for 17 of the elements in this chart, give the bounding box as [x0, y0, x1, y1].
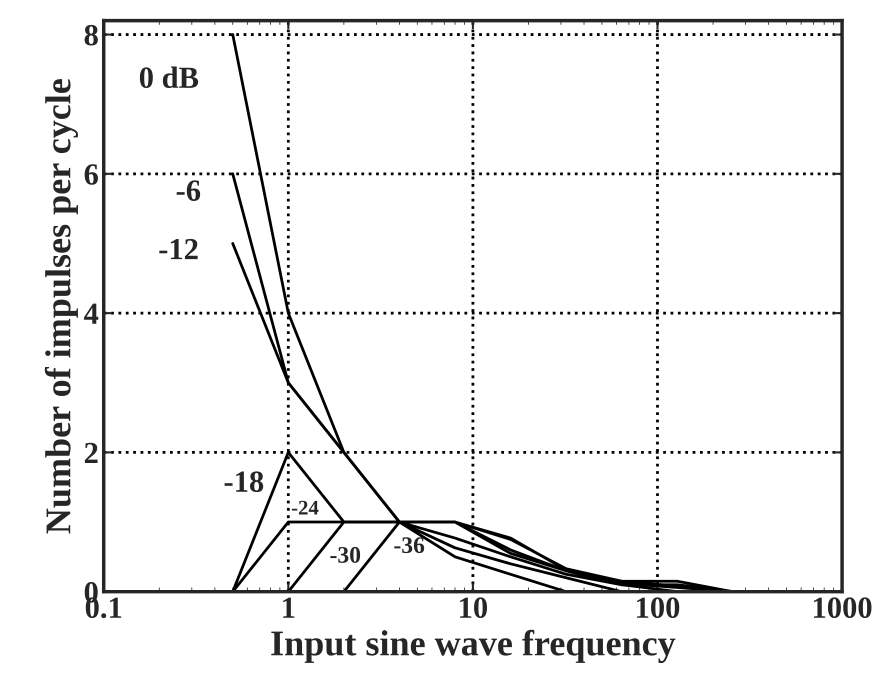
x-tick-label: 1 [283, 598, 294, 618]
series-label: -30 [330, 546, 360, 563]
series-label: -12 [159, 238, 198, 260]
series-label: 0 dB [140, 66, 198, 88]
x-axis-title: Input sine wave frequency [271, 630, 676, 664]
y-axis-title: Number of impulses per cycle [44, 79, 78, 534]
x-tick-label: 1000 [814, 597, 872, 618]
series-label: -18 [224, 471, 264, 492]
series-label: -6 [176, 180, 200, 201]
series-label: -36 [394, 537, 424, 554]
y-tick-label: 6 [84, 164, 98, 185]
x-tick-label: 100 [637, 597, 680, 618]
x-tick-label: 10 [460, 597, 488, 618]
y-tick-label: 2 [84, 442, 98, 464]
y-tick-label: 4 [84, 304, 98, 324]
series-label: -24 [292, 500, 318, 515]
y-tick-label: 8 [84, 24, 98, 46]
